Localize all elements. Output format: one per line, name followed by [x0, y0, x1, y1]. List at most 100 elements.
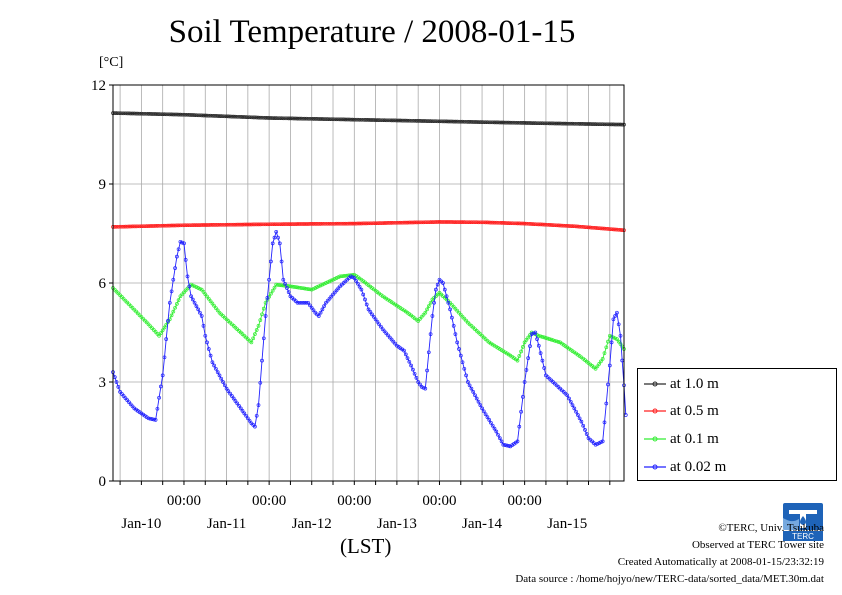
data-point	[237, 114, 241, 119]
data-point	[597, 226, 602, 231]
data-point	[306, 116, 311, 121]
data-point	[345, 221, 350, 226]
data-point	[519, 121, 523, 125]
data-point	[536, 222, 541, 227]
data-point	[302, 286, 307, 291]
data-point	[460, 119, 465, 124]
data-point	[283, 116, 287, 121]
data-point	[187, 284, 192, 289]
data-point	[499, 439, 504, 444]
data-point	[332, 221, 337, 226]
data-point	[572, 406, 577, 411]
data-point	[256, 222, 261, 227]
data-point	[260, 222, 264, 227]
data-point	[418, 382, 422, 387]
data-point	[423, 220, 428, 225]
data-point	[123, 111, 128, 116]
data-point	[194, 113, 199, 118]
data-point	[405, 356, 410, 360]
data-point	[473, 393, 477, 398]
data-point	[380, 327, 385, 332]
data-point	[462, 316, 467, 321]
data-point	[322, 221, 326, 226]
legend-swatch-002m	[644, 464, 666, 470]
data-point	[269, 116, 273, 120]
data-point	[547, 223, 552, 227]
data-point	[556, 121, 561, 126]
data-point	[496, 220, 500, 225]
data-point	[336, 117, 341, 122]
data-point	[206, 296, 211, 301]
credit-observed: Observed at TERC Tower site	[691, 539, 824, 551]
data-point	[279, 116, 284, 121]
data-point	[515, 439, 520, 444]
data-point	[304, 286, 309, 291]
data-point	[524, 221, 529, 226]
legend-label-01m: at 0.1 m	[670, 430, 719, 447]
series-at_0_02m	[111, 229, 628, 449]
data-point	[554, 339, 559, 344]
data-point	[593, 122, 598, 126]
data-point	[451, 119, 456, 124]
data-point	[249, 222, 254, 227]
data-point	[286, 222, 291, 226]
data-point	[338, 221, 342, 226]
x-tick-label: 00:00	[422, 493, 456, 509]
data-point	[281, 277, 286, 282]
data-point	[221, 380, 225, 384]
data-point	[272, 235, 277, 240]
data-point	[528, 344, 532, 348]
data-point	[185, 223, 190, 228]
data-point	[600, 357, 605, 361]
data-point	[363, 118, 367, 122]
data-point	[579, 122, 584, 126]
data-point	[171, 223, 176, 228]
data-point	[387, 335, 392, 340]
data-point	[201, 113, 206, 118]
data-point	[382, 118, 387, 123]
data-point	[556, 223, 561, 228]
data-point	[464, 318, 468, 323]
credit-created: Created Automatically at 2008-01-15/23:3…	[617, 556, 824, 568]
data-point	[561, 121, 566, 126]
data-point	[519, 349, 523, 354]
data-point	[288, 116, 293, 121]
data-point	[395, 220, 399, 225]
data-point	[428, 300, 433, 305]
data-point	[302, 300, 307, 305]
data-point	[155, 224, 160, 228]
data-point	[517, 424, 522, 429]
data-point	[450, 315, 454, 320]
data-point	[201, 290, 206, 294]
data-point	[377, 322, 381, 327]
data-point	[409, 220, 413, 225]
data-point	[283, 222, 287, 226]
data-point	[208, 299, 213, 304]
data-point	[198, 286, 202, 291]
data-point	[137, 224, 142, 229]
data-point	[324, 221, 328, 226]
data-point	[405, 220, 410, 225]
data-point	[451, 220, 456, 224]
data-point	[460, 220, 465, 224]
data-point	[265, 296, 270, 300]
data-point	[458, 220, 463, 224]
y-tick-label: 9	[99, 177, 107, 193]
data-point	[419, 119, 424, 123]
data-point	[336, 221, 341, 226]
data-point	[379, 221, 383, 225]
data-point	[544, 336, 548, 340]
data-point	[384, 118, 389, 123]
data-point	[272, 116, 277, 120]
data-point	[545, 336, 550, 341]
data-point	[214, 306, 218, 310]
data-point	[224, 114, 229, 119]
data-point	[616, 227, 621, 232]
data-point	[439, 220, 444, 224]
data-point	[203, 113, 208, 118]
data-point	[121, 111, 126, 116]
data-point	[533, 330, 538, 335]
data-point	[214, 223, 218, 227]
data-point	[301, 300, 305, 305]
data-point	[274, 282, 279, 287]
